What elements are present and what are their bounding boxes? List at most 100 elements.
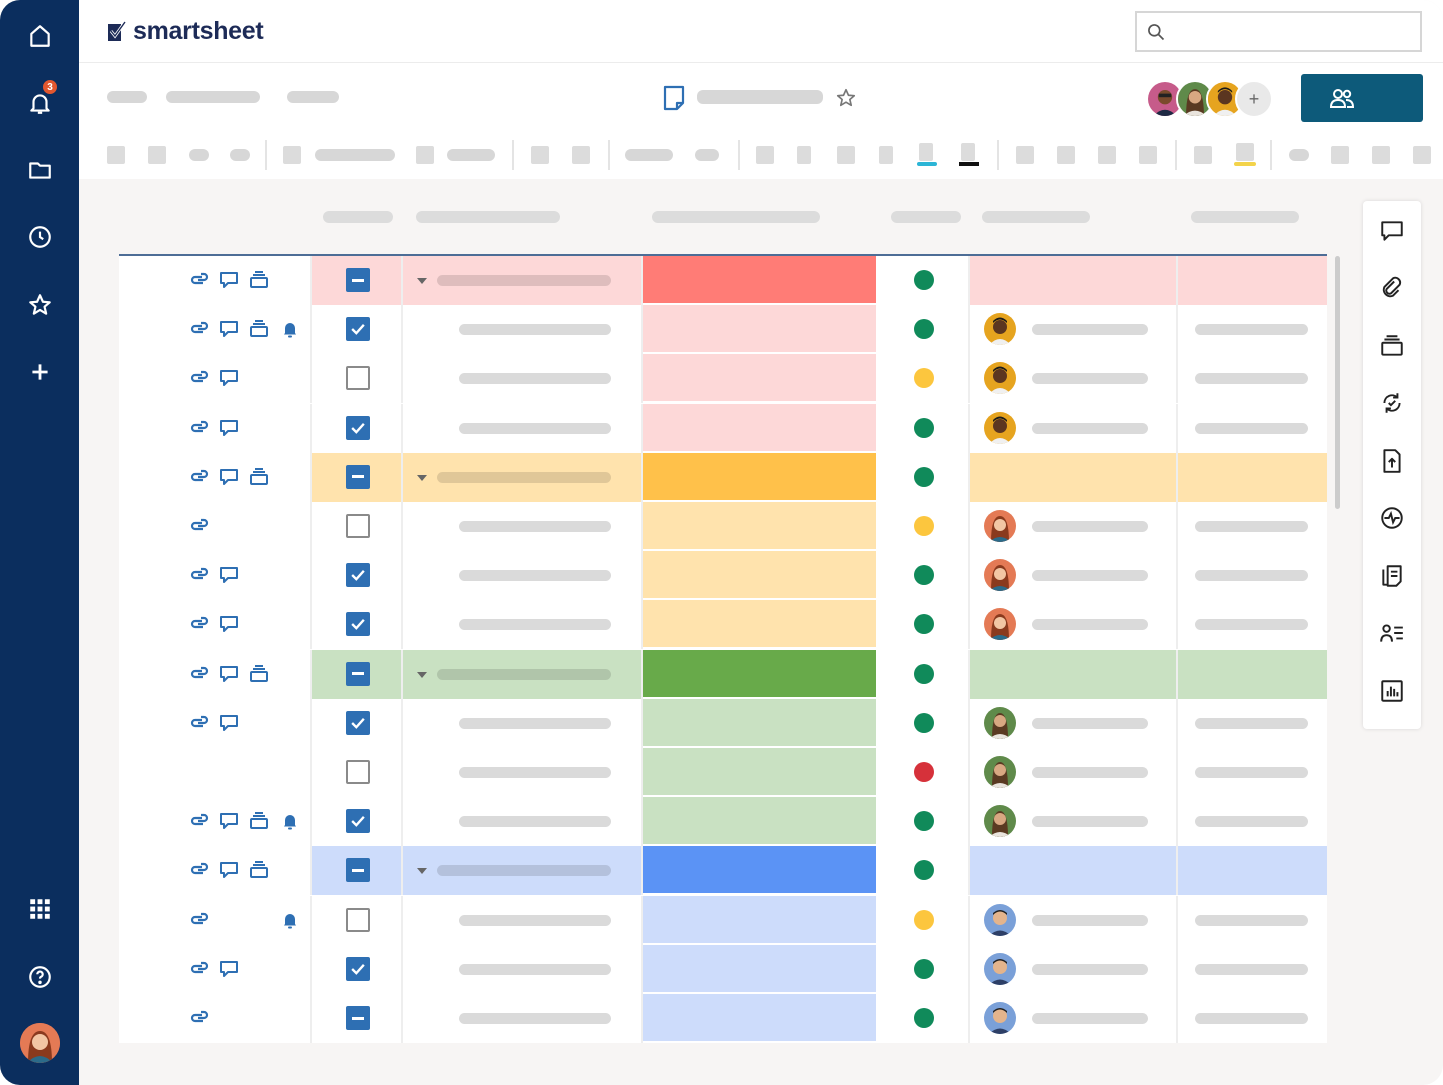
status-indicator[interactable]	[914, 270, 934, 290]
link-icon[interactable]	[187, 368, 209, 388]
search-input[interactable]	[1135, 11, 1422, 52]
vertical-scrollbar[interactable]	[1335, 256, 1340, 509]
date-cell[interactable]	[1178, 305, 1327, 355]
status-indicator[interactable]	[914, 565, 934, 586]
breadcrumb-placeholder[interactable]	[287, 91, 339, 103]
toolbar-button[interactable]	[416, 146, 434, 164]
checkbox[interactable]	[346, 366, 370, 391]
link-icon[interactable]	[187, 860, 209, 880]
status-indicator[interactable]	[914, 712, 934, 733]
date-cell[interactable]	[1178, 502, 1327, 551]
help-button[interactable]	[20, 957, 60, 997]
column-header[interactable]	[652, 211, 820, 223]
attachment-icon[interactable]	[248, 664, 270, 684]
checkbox[interactable]	[346, 464, 370, 489]
date-cell[interactable]	[1178, 256, 1327, 305]
assigned-cell[interactable]	[970, 403, 1178, 453]
table-row[interactable]	[119, 797, 1327, 847]
status-indicator[interactable]	[914, 860, 934, 881]
highlight-button[interactable]	[1236, 143, 1254, 161]
fill-color-button[interactable]	[961, 143, 975, 161]
collapse-caret-icon[interactable]	[417, 278, 427, 284]
status-indicator[interactable]	[914, 811, 934, 832]
link-icon[interactable]	[187, 910, 209, 930]
checkbox[interactable]	[346, 710, 370, 735]
assigned-cell[interactable]	[970, 797, 1178, 847]
link-icon[interactable]	[187, 811, 209, 831]
breadcrumb-placeholder[interactable]	[166, 91, 260, 103]
task-name-cell[interactable]	[403, 551, 643, 601]
task-name-cell[interactable]	[403, 698, 643, 748]
column-header[interactable]	[416, 211, 560, 223]
launcher-button[interactable]	[20, 889, 60, 929]
parent-row[interactable]	[119, 256, 1327, 305]
toolbar-size-select[interactable]	[447, 149, 495, 161]
assigned-cell[interactable]	[970, 895, 1178, 945]
toolbar-button[interactable]	[230, 149, 250, 161]
favorite-star-icon[interactable]	[835, 87, 857, 109]
toolbar-button[interactable]	[1098, 146, 1116, 164]
link-icon[interactable]	[187, 614, 209, 634]
text-color-button[interactable]	[919, 143, 933, 161]
toolbar-button[interactable]	[1057, 146, 1075, 164]
checkbox[interactable]	[346, 317, 370, 342]
table-row[interactable]	[119, 551, 1327, 601]
column-header[interactable]	[982, 211, 1090, 223]
checkbox[interactable]	[346, 907, 370, 932]
link-icon[interactable]	[187, 270, 209, 290]
date-cell[interactable]	[1178, 846, 1327, 896]
checkbox[interactable]	[346, 514, 370, 538]
table-row[interactable]	[119, 698, 1327, 748]
checkbox[interactable]	[346, 858, 370, 883]
toolbar-button[interactable]	[1016, 146, 1034, 164]
comment-icon[interactable]	[218, 959, 240, 979]
collaborator-avatar[interactable]	[1176, 80, 1214, 118]
status-indicator[interactable]	[914, 614, 934, 635]
dashboard-button[interactable]	[1378, 677, 1406, 705]
status-indicator[interactable]	[914, 417, 934, 438]
status-indicator[interactable]	[914, 958, 934, 979]
date-cell[interactable]	[1178, 895, 1327, 945]
comment-icon[interactable]	[218, 664, 240, 684]
sheet-title-placeholder[interactable]	[697, 90, 823, 104]
attachment-icon[interactable]	[248, 811, 270, 831]
create-button[interactable]	[20, 352, 60, 392]
assigned-cell[interactable]	[970, 944, 1178, 994]
comment-icon[interactable]	[218, 467, 240, 487]
comment-icon[interactable]	[218, 319, 240, 339]
toolbar-button[interactable]	[1413, 146, 1431, 164]
breadcrumb-placeholder[interactable]	[107, 91, 147, 103]
status-indicator[interactable]	[914, 319, 934, 340]
checkbox[interactable]	[346, 956, 370, 981]
task-name-cell[interactable]	[403, 846, 643, 896]
contact-card-button[interactable]	[1378, 619, 1406, 647]
toolbar-button[interactable]	[283, 146, 301, 164]
task-name-cell[interactable]	[403, 354, 643, 404]
task-name-cell[interactable]	[403, 649, 643, 699]
comment-icon[interactable]	[218, 270, 240, 290]
collaborator-avatar[interactable]	[1146, 80, 1184, 118]
date-cell[interactable]	[1178, 354, 1327, 404]
favorites-button[interactable]	[20, 285, 60, 325]
assigned-cell[interactable]	[970, 748, 1178, 797]
assigned-cell[interactable]	[970, 354, 1178, 404]
toolbar-button[interactable]	[1331, 146, 1349, 164]
task-name-cell[interactable]	[403, 305, 643, 355]
toolbar-button[interactable]	[879, 146, 893, 164]
status-indicator[interactable]	[914, 663, 934, 684]
reminder-bell-icon[interactable]	[279, 910, 301, 930]
checkbox[interactable]	[346, 760, 370, 784]
date-cell[interactable]	[1178, 748, 1327, 797]
task-name-cell[interactable]	[403, 895, 643, 945]
assigned-cell[interactable]	[970, 994, 1178, 1043]
link-icon[interactable]	[187, 664, 209, 684]
checkbox[interactable]	[346, 612, 370, 637]
toolbar-button[interactable]	[756, 146, 774, 164]
toolbar-button[interactable]	[572, 146, 590, 164]
assigned-cell[interactable]	[970, 502, 1178, 551]
publish-button[interactable]	[1378, 447, 1406, 475]
proofing-button[interactable]	[1378, 332, 1406, 360]
comment-icon[interactable]	[218, 614, 240, 634]
comment-icon[interactable]	[218, 418, 240, 438]
table-row[interactable]	[119, 944, 1327, 994]
